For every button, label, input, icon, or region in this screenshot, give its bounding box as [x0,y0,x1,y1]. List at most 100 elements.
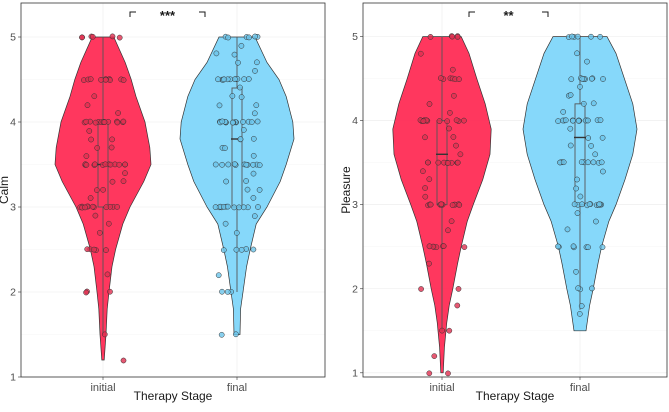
data-point-final [231,51,238,58]
data-point-final [219,161,225,168]
data-point-initial [108,144,115,151]
data-point-initial [88,136,94,143]
data-point-initial [454,302,461,309]
data-point-final [589,285,595,292]
data-point-initial [105,220,112,227]
data-point-final [256,162,263,168]
data-point-initial [453,142,459,149]
data-point-final [250,170,257,177]
data-point-final [215,272,222,279]
data-point-final [600,76,606,82]
data-point-final [567,142,574,149]
data-point-initial [437,75,444,81]
data-point-final [246,34,252,41]
data-point-final [250,161,256,168]
data-point-final [570,243,577,250]
data-point-initial [83,153,90,159]
data-point-initial [454,159,461,166]
data-point-final [222,220,229,227]
data-point-final [578,159,585,165]
data-point-initial [449,202,456,208]
data-point-initial [89,33,96,40]
data-point-initial [109,178,116,185]
data-point-initial [100,186,106,193]
data-point-initial [103,204,110,211]
violin-final [522,36,638,332]
data-point-initial [83,162,90,168]
data-point-initial [120,178,127,185]
data-point-initial [426,101,433,107]
data-point-initial [92,212,99,219]
data-point-initial [122,170,128,176]
data-point-final [593,218,599,225]
data-point-final [568,76,575,83]
data-point-final [237,84,243,91]
data-point-final [575,285,581,292]
data-point-final [574,176,580,183]
data-point-initial [426,260,432,267]
data-point-final [219,288,225,295]
data-point-final [577,193,584,200]
data-point-final [588,143,594,149]
data-point-final [571,201,578,208]
data-point-final [243,161,250,168]
data-point-initial [417,50,424,57]
data-point-initial [427,201,434,208]
data-point-final [235,59,241,66]
data-point-initial [104,271,111,278]
x-tick-label: initial [429,382,454,394]
data-point-final [255,204,261,210]
y-tick-label: 1 [10,372,16,384]
data-point-initial [461,244,468,250]
data-point-final [562,117,569,124]
data-point-initial [446,327,453,334]
y-axis-title: Pleasure [339,166,353,214]
data-point-initial [120,357,127,364]
data-point-final [588,33,594,40]
significance-bracket-right [542,11,549,17]
data-point-final [576,311,583,317]
data-point-final [223,178,229,185]
panel-border [20,2,326,378]
data-point-final [250,152,257,159]
data-point-initial [96,229,103,236]
data-point-initial [438,201,445,207]
data-point-final [590,100,597,107]
data-point-final [238,246,245,253]
data-point-final [224,289,231,295]
significance-label: ** [503,8,514,23]
data-point-final [569,33,575,40]
data-point-final [574,50,580,57]
data-point-initial [456,202,463,208]
data-point-final [241,76,247,82]
data-point-final [252,68,258,74]
data-point-initial [87,195,94,201]
data-point-initial [427,34,434,40]
data-point-initial [426,370,433,377]
data-point-initial [422,134,428,141]
y-tick-label: 5 [10,32,16,44]
data-point-final [567,125,574,132]
data-point-initial [422,193,429,200]
data-point-initial [103,247,109,253]
data-point-final [580,100,587,107]
data-point-initial [439,327,445,334]
data-point-final [250,246,257,253]
data-point-initial [109,33,116,40]
data-point-final [213,50,220,57]
data-point-initial [82,204,88,211]
data-point-initial [120,77,127,83]
data-point-initial [445,227,451,234]
data-point-final [245,76,252,82]
data-point-initial [98,76,104,83]
data-point-final [232,76,238,83]
data-point-final [575,117,582,124]
data-point-final [564,226,571,233]
data-point-initial [114,119,121,126]
data-point-initial [86,128,93,134]
data-point-final [597,33,603,40]
data-point-initial [440,243,447,249]
data-point-final [248,119,255,125]
significance-bracket-left [129,11,136,17]
